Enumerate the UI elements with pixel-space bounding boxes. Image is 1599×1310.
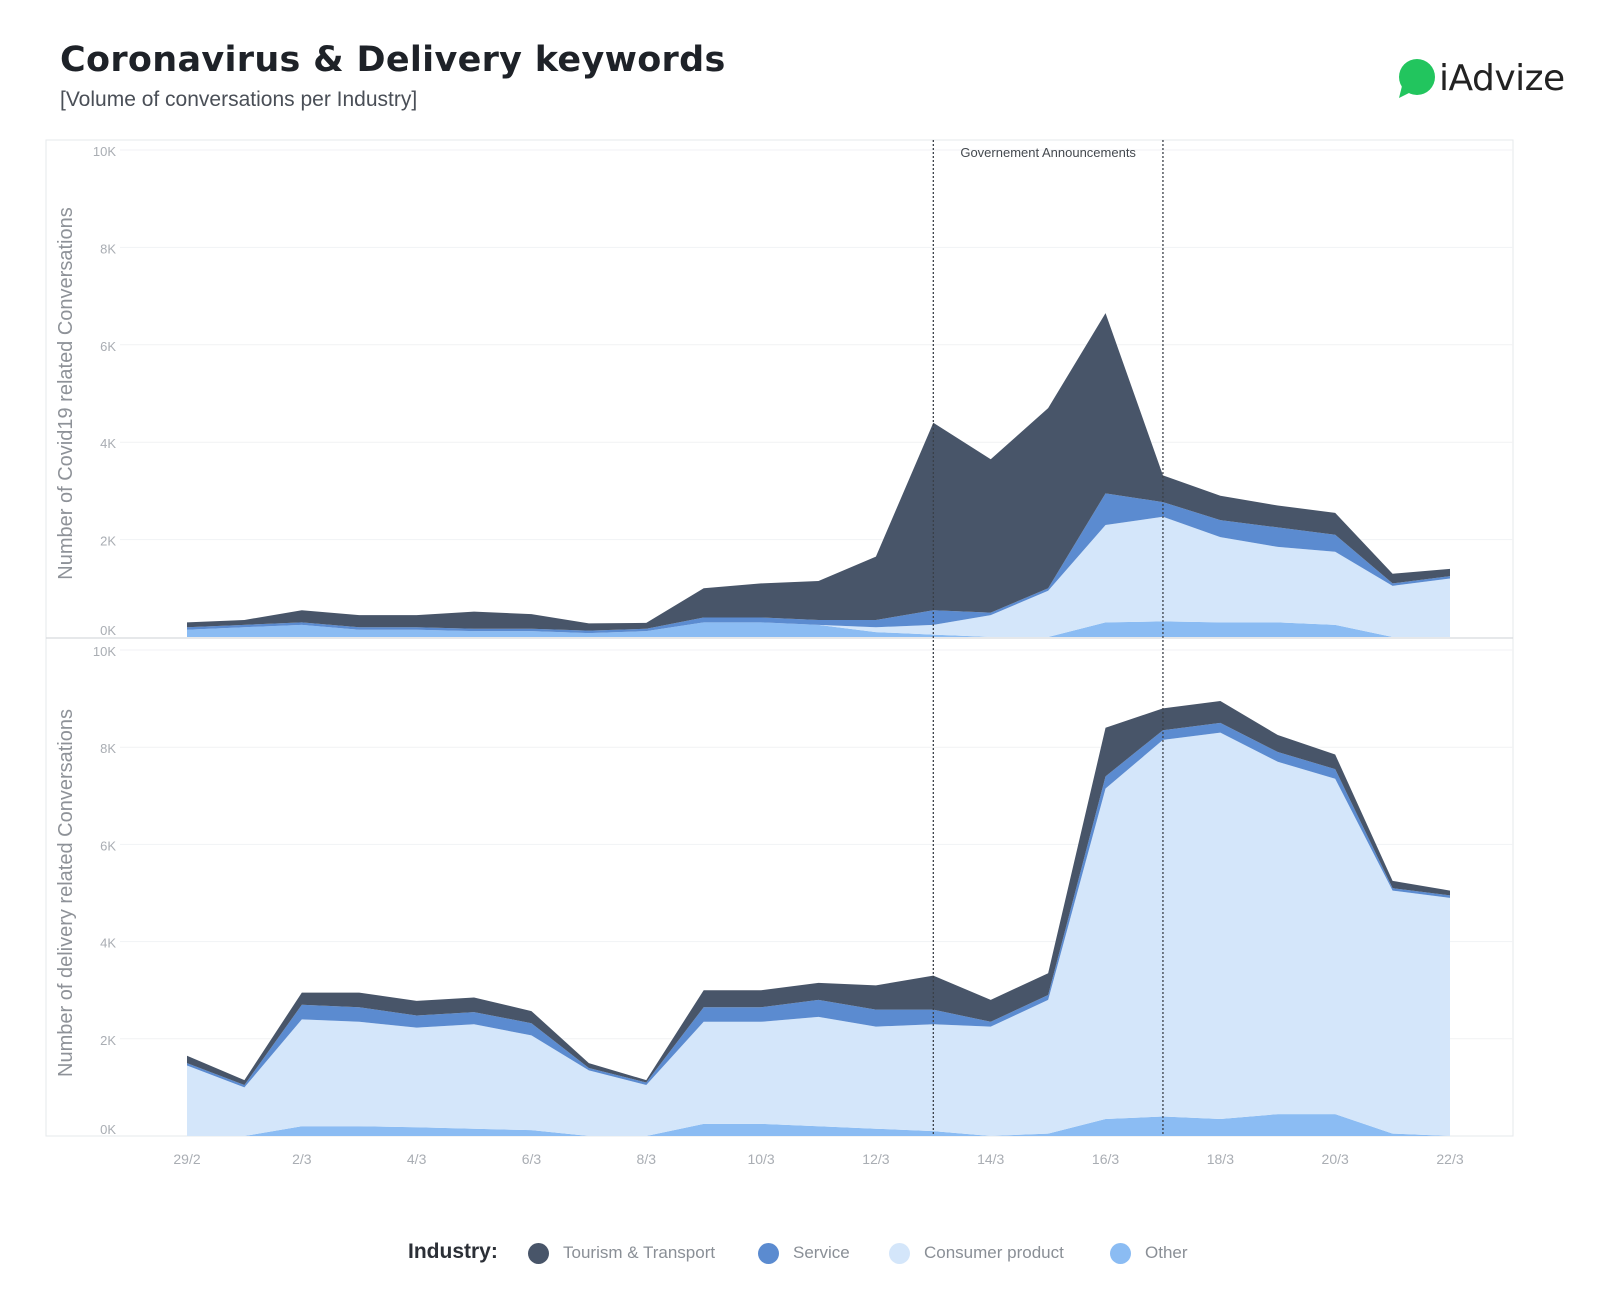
legend-swatch — [1110, 1243, 1131, 1264]
x-tick-label: 16/3 — [1092, 1151, 1119, 1167]
y-tick-label: 2K — [100, 534, 116, 549]
x-tick-label: 20/3 — [1322, 1151, 1349, 1167]
y-tick-label: 4K — [100, 436, 116, 451]
y-axis-title: Number of Covid19 related Conversations — [55, 207, 77, 579]
area-consumer-product — [187, 516, 1450, 637]
legend-label: Tourism & Transport — [563, 1243, 716, 1262]
y-tick-label: 6K — [100, 339, 116, 354]
stacked-area-charts: 0K 2K 4K 6K 8K 10K Number of Covid19 related C… — [45, 139, 1514, 1167]
legend-swatch — [758, 1243, 779, 1264]
chart-title: Coronavirus & Delivery keywords — [60, 40, 726, 80]
area-consumer-product — [187, 732, 1450, 1136]
brand-logo: iAdvize — [1393, 56, 1565, 106]
announcement-label: Governement Announcements — [960, 145, 1136, 160]
x-tick-label: 6/3 — [522, 1151, 542, 1167]
legend-label: Service — [793, 1243, 850, 1262]
x-tick-label: 12/3 — [862, 1151, 889, 1167]
y-tick-label: 10K — [93, 644, 116, 659]
area-service — [187, 722, 1450, 1088]
y-axis-title: Number of delivery related Conversations — [55, 709, 77, 1077]
x-tick-label: 18/3 — [1207, 1151, 1234, 1167]
chart-panel-2: 0K 2K 4K 6K 8K 10K Number of delivery related … — [55, 644, 1513, 1137]
x-tick-label: 29/2 — [173, 1151, 200, 1167]
chat-bubble-icon — [1399, 59, 1435, 98]
y-tick-label: 8K — [100, 741, 116, 756]
brand-name: iAdvize — [1439, 58, 1565, 99]
legend-swatch — [528, 1243, 549, 1264]
legend-title: Industry: — [408, 1240, 498, 1263]
y-tick-label: 6K — [100, 838, 116, 853]
legend-label: Consumer product — [924, 1243, 1064, 1262]
legend-swatch — [889, 1243, 910, 1264]
chart-panel-1: 0K 2K 4K 6K 8K 10K Number of Covid19 related C… — [55, 144, 1513, 638]
y-tick-label: 4K — [100, 936, 116, 951]
x-tick-label: 10/3 — [747, 1151, 774, 1167]
area-other — [187, 1114, 1450, 1136]
chart-subtitle: [Volume of conversations per Industry] — [60, 88, 418, 111]
y-tick-label: 8K — [100, 241, 116, 256]
y-tick-label: 10K — [93, 144, 116, 159]
x-tick-label: 4/3 — [407, 1151, 427, 1167]
legend: Industry: Tourism & Transport Service Co… — [0, 1240, 1599, 1270]
y-tick-label: 2K — [100, 1033, 116, 1048]
x-tick-label: 14/3 — [977, 1151, 1004, 1167]
y-tick-label: 0K — [100, 623, 116, 638]
x-tick-label: 22/3 — [1436, 1151, 1463, 1167]
x-tick-label: 8/3 — [637, 1151, 657, 1167]
y-tick-label: 0K — [100, 1122, 116, 1137]
x-tick-label: 2/3 — [292, 1151, 312, 1167]
area-other — [187, 621, 1450, 637]
legend-label: Other — [1145, 1243, 1188, 1262]
